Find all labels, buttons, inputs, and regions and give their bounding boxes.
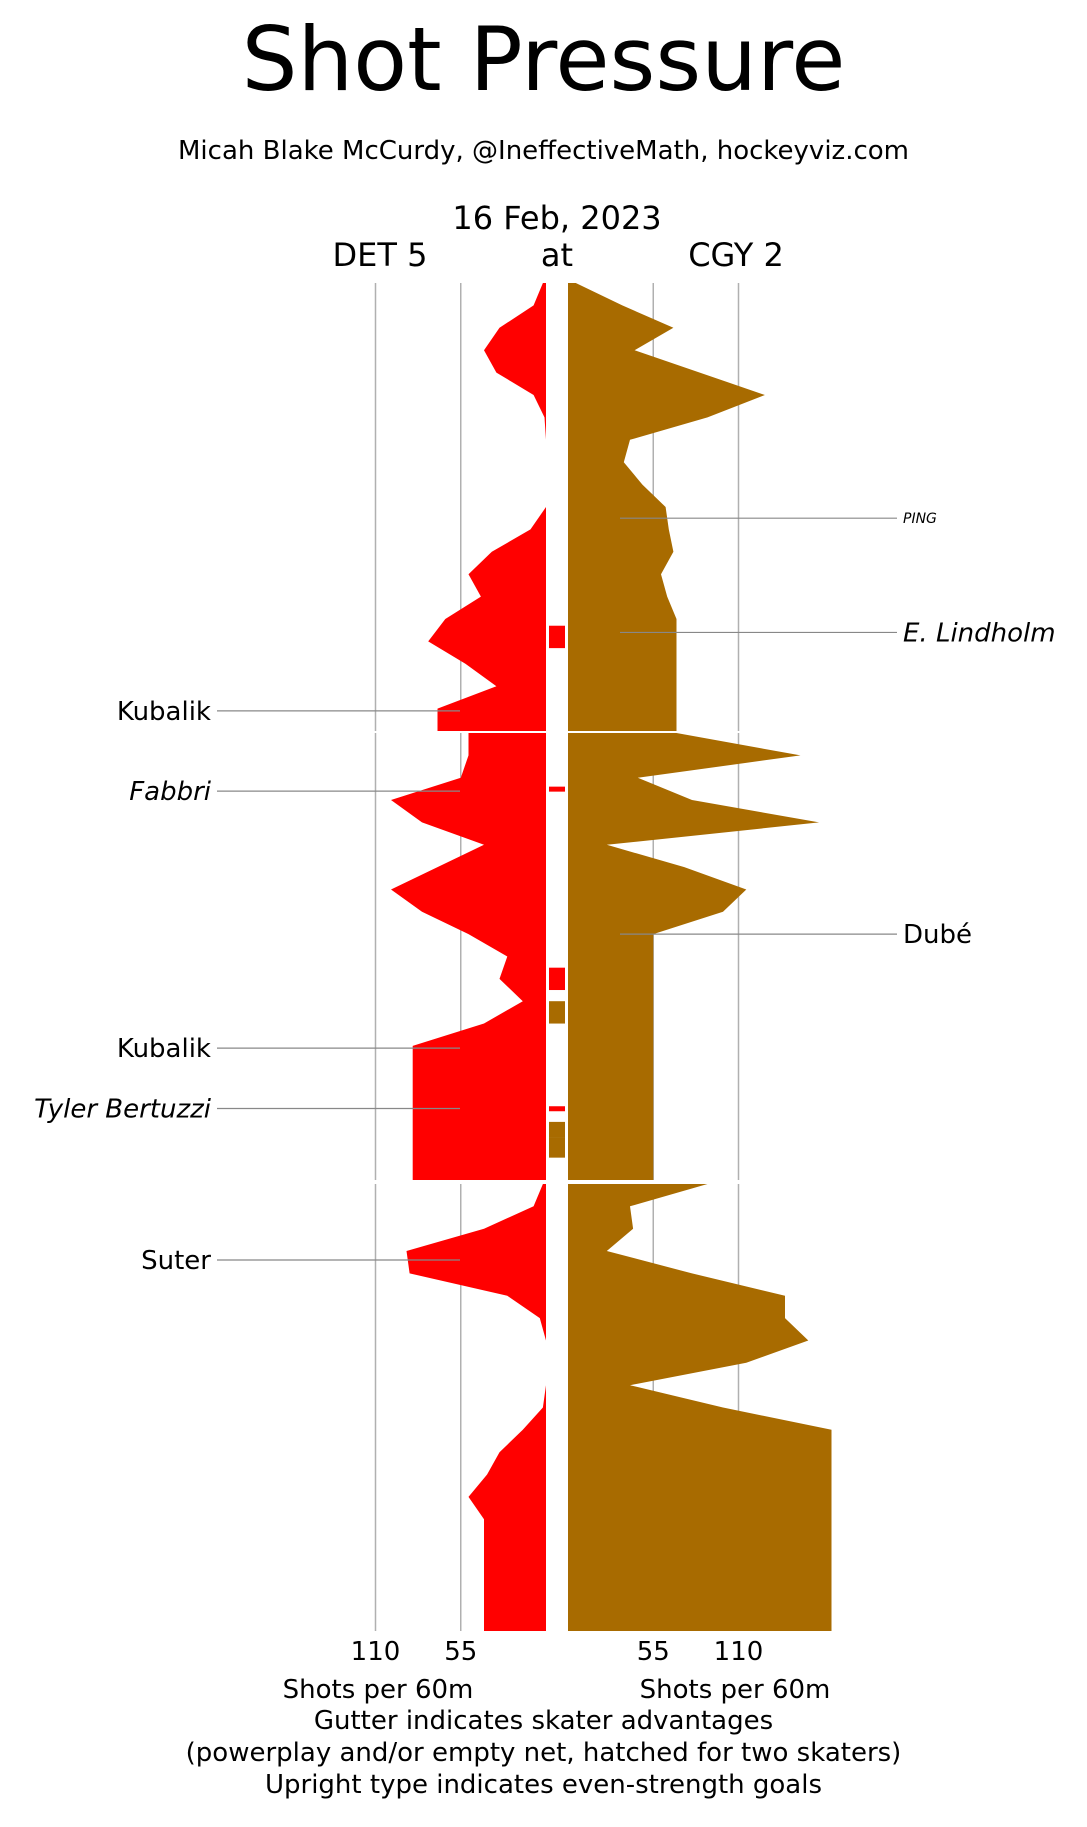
goal-label-cgy: PING (903, 511, 937, 527)
goal-label-cgy: E. Lindholm (903, 618, 1056, 648)
footer-line-2: (powerplay and/or empty net, hatched for… (185, 1738, 902, 1768)
xtick-away-110: 110 (351, 1637, 401, 1667)
goal-label-det: Kubalik (117, 697, 211, 727)
advantage-marker-cgy (549, 1137, 565, 1158)
area-cgy-period-2 (568, 733, 820, 1180)
advantage-marker-det (549, 967, 565, 991)
home-team-score: CGY 2 (688, 236, 784, 274)
chart-title: Shot Pressure (241, 8, 846, 111)
goal-label-det: Suter (141, 1246, 211, 1276)
advantage-marker-det (549, 1106, 565, 1112)
away-team-score: DET 5 (332, 236, 428, 274)
at-label: at (540, 236, 574, 274)
goal-label-det: Tyler Bertuzzi (34, 1094, 212, 1124)
xtick-away-55: 55 (444, 1637, 477, 1667)
goal-label-cgy: Dubé (903, 920, 972, 950)
xtick-home-55: 55 (637, 1637, 670, 1667)
xlabel-away: Shots per 60m (283, 1675, 474, 1705)
advantage-marker-cgy (549, 1121, 565, 1138)
footer-line-3: Upright type indicates even-strength goa… (264, 1770, 823, 1800)
area-det-period-2 (391, 733, 546, 1180)
xlabel-home: Shots per 60m (640, 1675, 831, 1705)
goal-label-det: Fabbri (129, 777, 212, 807)
goal-label-det: Kubalik (117, 1034, 211, 1064)
area-det-period-3 (406, 1184, 546, 1631)
game-date: 16 Feb, 2023 (452, 199, 662, 237)
area-cgy-period-3 (568, 1184, 832, 1631)
advantage-marker-det (549, 786, 565, 792)
footer-line-1: Gutter indicates skater advantages (313, 1706, 774, 1736)
advantage-marker-cgy (549, 1001, 565, 1024)
area-cgy-period-1 (568, 283, 765, 731)
area-det-period-1 (428, 283, 546, 731)
chart-subtitle: Micah Blake McCurdy, @IneffectiveMath, h… (178, 136, 909, 166)
advantage-marker-det (549, 625, 565, 649)
xtick-home-110: 110 (714, 1637, 764, 1667)
